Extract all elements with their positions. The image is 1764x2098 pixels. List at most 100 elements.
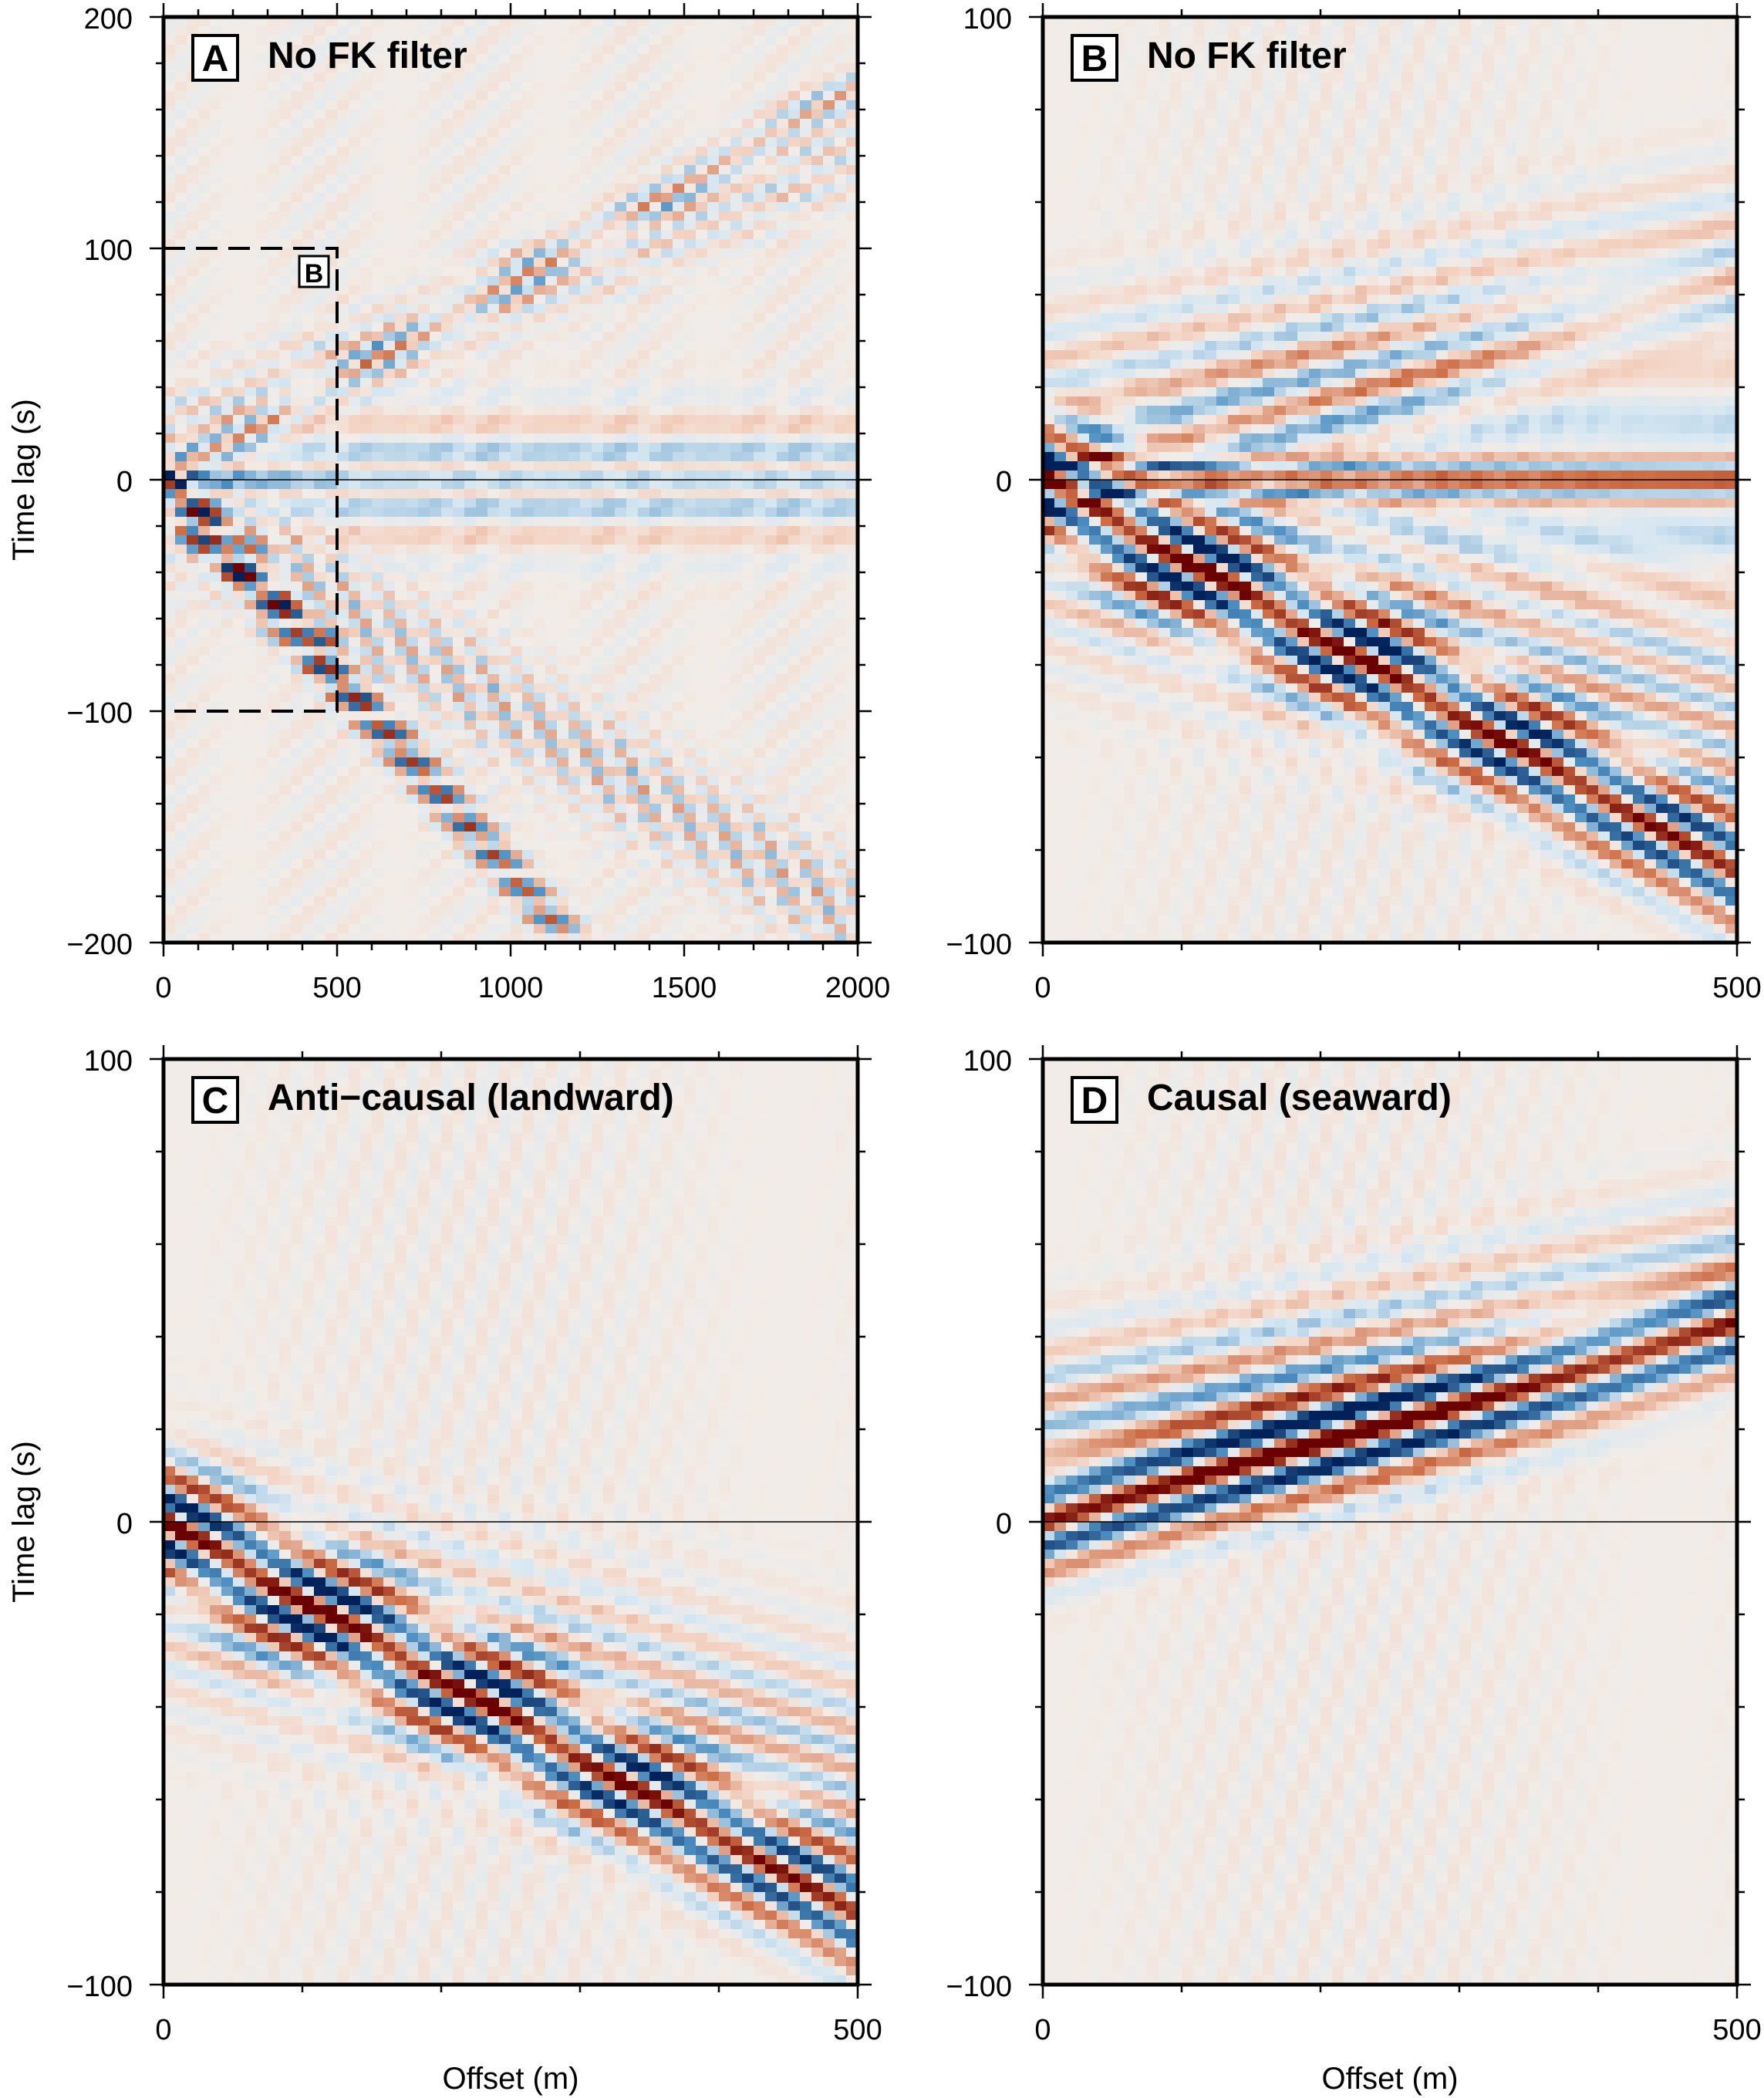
heat-cell xyxy=(372,156,384,166)
heat-cell xyxy=(302,896,315,906)
heat-cell xyxy=(349,869,361,879)
heat-cell xyxy=(325,924,338,934)
heat-cell xyxy=(187,350,199,360)
heat-cell xyxy=(268,82,280,92)
heat-cell xyxy=(233,433,245,444)
heat-cell xyxy=(233,221,245,231)
heat-cell xyxy=(349,156,361,166)
heat-cell xyxy=(268,683,280,693)
heat-cell xyxy=(349,443,361,453)
heat-cell xyxy=(337,267,349,277)
heat-cell xyxy=(256,915,268,925)
heat-cell xyxy=(245,174,257,184)
heat-cell xyxy=(256,591,268,601)
heat-cell xyxy=(175,785,187,795)
heat-cell xyxy=(175,489,187,499)
heat-cell xyxy=(233,563,245,573)
heat-cell xyxy=(302,563,315,573)
heat-cell xyxy=(314,526,326,536)
heat-cell xyxy=(279,656,292,666)
heat-cell xyxy=(349,887,361,897)
heat-cell xyxy=(372,637,384,647)
heat-cell xyxy=(337,859,349,869)
heat-cell xyxy=(175,63,187,73)
heat-cell xyxy=(418,137,430,147)
heat-cell xyxy=(175,535,187,545)
heat-cell xyxy=(187,554,199,564)
heat-cell xyxy=(406,184,419,194)
heat-cell xyxy=(349,489,361,499)
heat-cell xyxy=(198,730,211,740)
heat-cell xyxy=(337,350,349,360)
heat-cell xyxy=(256,656,268,666)
heat-cell xyxy=(256,211,268,221)
heat-cell xyxy=(221,461,234,471)
heat-cell xyxy=(221,924,234,934)
heat-cell xyxy=(395,480,407,490)
heat-cell xyxy=(325,748,338,758)
heat-cell xyxy=(221,341,234,351)
heat-cell xyxy=(418,369,430,379)
heat-cell xyxy=(268,887,280,897)
heat-cell xyxy=(256,906,268,916)
heat-cell xyxy=(302,82,315,92)
heat-cell xyxy=(372,452,384,462)
heat-cell xyxy=(233,119,245,129)
heat-cell xyxy=(256,609,268,619)
heat-cell xyxy=(395,304,407,314)
heat-cell xyxy=(221,100,234,110)
heat-cell xyxy=(256,739,268,749)
heat-cell xyxy=(221,184,234,194)
heat-cell xyxy=(221,322,234,332)
heat-cell xyxy=(256,794,268,804)
heat-cell xyxy=(418,295,430,305)
heat-cell xyxy=(383,369,396,379)
heat-cell xyxy=(233,406,245,416)
heat-cell xyxy=(395,110,407,120)
heat-cell xyxy=(383,730,396,740)
heat-cell xyxy=(383,869,396,879)
heat-cell xyxy=(314,359,326,369)
heat-cell xyxy=(360,202,373,212)
heat-cell xyxy=(349,508,361,518)
heat-cell xyxy=(372,582,384,592)
heat-cell xyxy=(360,100,373,110)
heat-cell xyxy=(349,285,361,295)
heat-cell xyxy=(302,396,315,406)
heat-cell xyxy=(187,582,199,592)
heat-cell xyxy=(221,720,234,730)
heat-cell xyxy=(279,526,292,536)
heat-cell xyxy=(268,776,280,786)
heat-cell xyxy=(395,184,407,194)
heat-cell xyxy=(221,767,234,777)
heat-cell xyxy=(198,147,211,157)
heat-cell xyxy=(360,609,373,619)
heat-cell xyxy=(187,896,199,906)
heat-cell xyxy=(210,859,222,869)
heat-cell xyxy=(395,341,407,351)
heat-cell xyxy=(291,471,303,481)
heat-cell xyxy=(198,193,211,203)
heat-cell xyxy=(360,794,373,804)
heat-cell xyxy=(256,119,268,129)
heat-cell xyxy=(256,63,268,73)
heat-cell xyxy=(175,276,187,286)
heat-cell xyxy=(314,591,326,601)
heat-cell xyxy=(337,396,349,406)
heat-cell xyxy=(210,831,222,842)
heat-cell xyxy=(210,869,222,879)
heat-cell xyxy=(279,406,292,416)
heat-cell xyxy=(210,100,222,110)
heat-cell xyxy=(337,656,349,666)
heat-cell xyxy=(268,748,280,758)
heat-cell xyxy=(291,785,303,795)
heat-cell xyxy=(372,600,384,610)
heat-cell xyxy=(383,683,396,693)
heat-cell xyxy=(175,424,187,434)
heat-cell xyxy=(245,674,257,684)
heat-cell xyxy=(360,239,373,249)
heat-cell xyxy=(406,304,419,314)
heat-cell xyxy=(245,211,257,221)
heat-cell xyxy=(187,693,199,703)
heat-cell xyxy=(279,174,292,184)
